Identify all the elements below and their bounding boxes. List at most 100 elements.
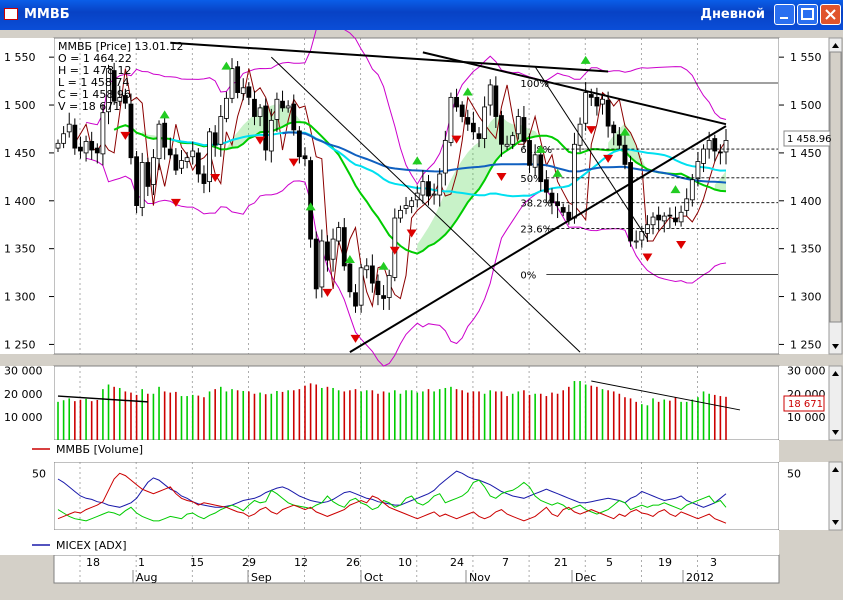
title-bar[interactable]: ММВБ Дневной: [0, 0, 843, 30]
candle-body: [532, 154, 538, 168]
x-day-label: 18: [86, 556, 100, 569]
fib-label: 23.6%: [520, 225, 552, 236]
sell-arrow-icon: [170, 198, 181, 207]
candle-body: [263, 105, 269, 151]
candle-body: [55, 142, 61, 149]
volume-legend-bar: [0, 440, 779, 462]
candle-body: [594, 96, 600, 107]
candle-body: [504, 143, 510, 147]
candle-body: [162, 122, 168, 148]
fib-label: 0%: [520, 271, 536, 282]
price-scroll-thumb[interactable]: [829, 51, 842, 323]
candle-body: [622, 144, 628, 165]
candle-body: [701, 148, 706, 164]
fib-label: 61.8%: [520, 145, 552, 156]
candle-body: [403, 205, 409, 209]
candle-body: [420, 181, 426, 196]
candle-body: [448, 96, 454, 143]
buy-arrow-icon: [619, 127, 630, 136]
y-tick-label-left: 1 300: [4, 291, 36, 304]
candle-body: [72, 124, 78, 149]
candle-body: [616, 134, 622, 146]
candle-body: [274, 98, 280, 120]
buy-arrow-icon: [670, 185, 681, 194]
sell-arrow-icon: [322, 288, 333, 297]
y-tick-label-left: 1 500: [4, 99, 36, 112]
trend-lines: [170, 41, 727, 353]
candle-body: [134, 156, 139, 206]
ma-mid-line: [170, 131, 727, 198]
scroll-up-icon[interactable]: [832, 371, 839, 376]
sell-arrow-icon: [389, 246, 400, 255]
candle-body: [325, 241, 330, 261]
candle-body: [235, 66, 241, 93]
x-month-label: Oct: [364, 571, 384, 584]
close-icon: [825, 9, 836, 20]
volume-scrollbar[interactable]: [828, 365, 843, 441]
price-right-axis: [779, 38, 829, 354]
buy-arrow-icon: [159, 110, 170, 119]
candle-body: [482, 106, 488, 139]
scroll-down-icon[interactable]: [832, 520, 839, 525]
price-info-box: ММВБ [Price] 13.01.12 O = 1 464.22 H = 1…: [58, 40, 183, 113]
y-tick-label-right: 1 500: [790, 99, 822, 112]
buy-arrow-icon: [552, 168, 563, 177]
candle-body: [510, 135, 516, 145]
thin-trend-line: [270, 56, 581, 353]
candle-body: [139, 162, 145, 208]
candle-body: [499, 115, 504, 145]
candle-body: [61, 133, 67, 144]
sell-arrow-icon: [120, 131, 131, 140]
vol-tick-label-left: 30 000: [4, 365, 43, 378]
buy-arrow-icon: [580, 55, 591, 64]
sell-arrow-icon: [496, 173, 507, 182]
minimize-icon: [780, 17, 788, 19]
x-month-label: Aug: [136, 571, 157, 584]
adx-legend-bar: [0, 530, 779, 555]
candle-body: [572, 143, 577, 219]
scroll-down-icon[interactable]: [832, 430, 839, 435]
x-day-label: 10: [398, 556, 412, 569]
di-minus-line: [57, 472, 727, 524]
x-day-label: 3: [710, 556, 717, 569]
minimize-button[interactable]: [774, 4, 795, 25]
ichimoku-cloud: [142, 103, 727, 254]
price-last-value: 1 458.96: [787, 134, 832, 145]
candle-body: [723, 140, 729, 153]
candle-body: [151, 157, 156, 185]
price-scrollbar[interactable]: [828, 37, 843, 355]
candle-body: [78, 146, 83, 152]
scroll-up-icon[interactable]: [832, 43, 839, 48]
candle-body: [645, 224, 650, 234]
candle-body: [330, 238, 336, 260]
adx-lines: [57, 470, 727, 524]
vol-tick-label-right: 30 000: [787, 365, 826, 378]
x-day-label: 1: [138, 556, 145, 569]
price-left-axis: [0, 38, 54, 354]
x-month-label: Sep: [251, 571, 272, 584]
vol-tick-label-right: 10 000: [787, 411, 826, 424]
resistance-line-2: [422, 51, 727, 126]
info-line-3: H = 1 478.12: [58, 64, 131, 77]
vol-tick-label-left: 10 000: [4, 411, 43, 424]
candle-body: [476, 133, 482, 139]
sell-arrow-icon: [350, 334, 361, 343]
maximize-icon: [801, 8, 814, 20]
period-label[interactable]: Дневной: [700, 7, 765, 22]
candle-body: [706, 140, 712, 150]
close-button[interactable]: [820, 4, 841, 25]
candle-body: [336, 227, 342, 242]
maximize-button[interactable]: [797, 4, 818, 25]
di-plus-line: [57, 479, 727, 522]
candle-body: [319, 240, 325, 288]
buy-arrow-icon: [378, 261, 389, 270]
candle-body: [212, 132, 218, 146]
adx-scrollbar[interactable]: [828, 461, 843, 531]
scroll-down-icon[interactable]: [832, 344, 839, 349]
y-tick-label-right: 1 300: [790, 291, 822, 304]
buy-arrow-icon: [462, 87, 473, 96]
scroll-up-icon[interactable]: [832, 467, 839, 472]
candle-body: [285, 105, 291, 109]
x-day-label: 29: [242, 556, 256, 569]
